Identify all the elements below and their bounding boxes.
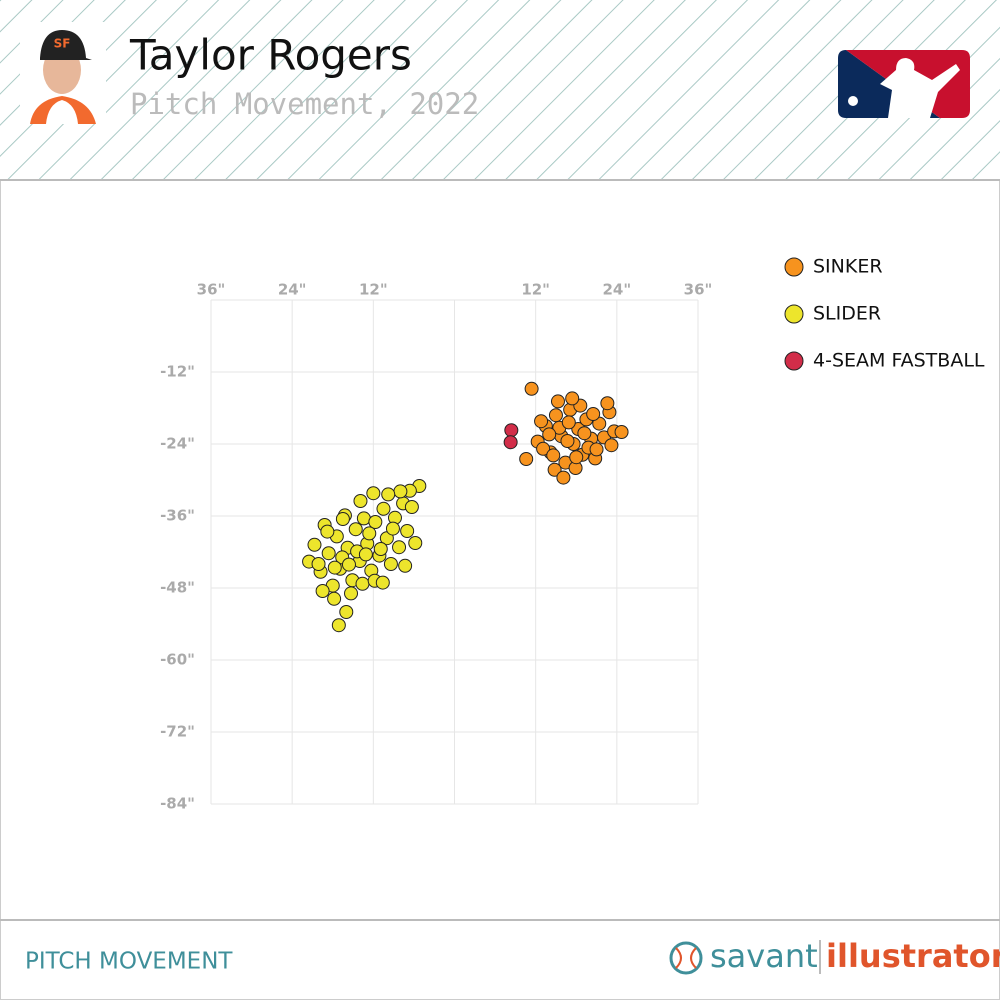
y-tick-label: -84" bbox=[160, 795, 195, 813]
point bbox=[569, 450, 584, 465]
point bbox=[375, 575, 390, 590]
legend-swatch bbox=[784, 304, 804, 324]
point bbox=[546, 448, 561, 463]
y-tick-label: -12" bbox=[160, 363, 195, 381]
point bbox=[307, 537, 322, 552]
legend-label: SLIDER bbox=[813, 303, 881, 325]
point bbox=[556, 470, 571, 485]
x-tick-label: 12" bbox=[521, 281, 550, 299]
x-tick-label: 24" bbox=[278, 281, 307, 299]
subtitle: Pitch Movement, 2022 bbox=[130, 87, 479, 121]
point bbox=[503, 435, 518, 450]
point bbox=[393, 484, 408, 499]
point bbox=[519, 452, 534, 466]
x-tick-label: 36" bbox=[684, 281, 713, 299]
plot: 36" 24" 12" 12" 24" 36" -12" -24" -36" -48" -60" -7… bbox=[160, 256, 985, 813]
y-tick-label: -24" bbox=[160, 435, 195, 453]
point bbox=[356, 511, 371, 526]
point bbox=[398, 558, 413, 573]
point bbox=[366, 486, 381, 501]
point bbox=[577, 426, 592, 441]
point bbox=[524, 381, 539, 396]
point bbox=[614, 425, 629, 439]
footer-label: PITCH MOVEMENT bbox=[25, 949, 233, 975]
point bbox=[383, 557, 398, 571]
player-photo: SF bbox=[20, 22, 106, 124]
point bbox=[368, 515, 383, 529]
y-tick-label: -60" bbox=[160, 651, 195, 669]
y-tick-label: -48" bbox=[160, 579, 195, 597]
point bbox=[408, 536, 423, 550]
point bbox=[344, 586, 359, 601]
league-logo bbox=[838, 50, 970, 118]
point bbox=[547, 462, 562, 477]
point bbox=[542, 427, 557, 442]
legend-swatch bbox=[784, 351, 804, 371]
point bbox=[311, 557, 326, 571]
point bbox=[586, 407, 601, 421]
point bbox=[534, 414, 549, 429]
point bbox=[381, 487, 396, 502]
point bbox=[536, 441, 551, 456]
brand-savant: savant bbox=[710, 937, 818, 975]
point bbox=[600, 396, 615, 411]
point bbox=[504, 423, 519, 438]
point bbox=[341, 557, 356, 572]
header-bg bbox=[0, 0, 1000, 180]
point bbox=[400, 524, 415, 538]
point bbox=[362, 526, 377, 541]
point bbox=[548, 408, 563, 423]
y-tick-label: -36" bbox=[160, 507, 195, 525]
point bbox=[561, 415, 576, 430]
legend-label: 4-SEAM FASTBALL bbox=[813, 350, 985, 372]
x-tick-label: 36" bbox=[197, 281, 226, 299]
point bbox=[392, 540, 407, 555]
legend-label: SINKER bbox=[813, 256, 883, 278]
point bbox=[321, 546, 336, 561]
svg-text:SF: SF bbox=[54, 37, 71, 51]
brand-illustrator: illustrator bbox=[826, 937, 1000, 975]
point bbox=[315, 584, 330, 598]
point bbox=[339, 605, 354, 619]
point bbox=[373, 542, 388, 556]
y-tick-label: -72" bbox=[160, 723, 195, 741]
point bbox=[353, 494, 368, 508]
brand-logo bbox=[669, 941, 703, 975]
point bbox=[320, 524, 335, 539]
point bbox=[565, 391, 580, 406]
point bbox=[327, 591, 342, 606]
x-tick-label: 12" bbox=[359, 281, 388, 299]
point bbox=[560, 434, 575, 448]
point bbox=[404, 500, 419, 514]
title: Taylor Rogers bbox=[129, 31, 412, 80]
point bbox=[376, 501, 391, 516]
point bbox=[589, 442, 604, 457]
legend-swatch bbox=[784, 257, 804, 277]
x-tick-label: 24" bbox=[602, 281, 631, 299]
point bbox=[385, 521, 400, 536]
point bbox=[327, 560, 342, 575]
point bbox=[331, 618, 346, 633]
point bbox=[348, 522, 363, 537]
point bbox=[604, 438, 619, 453]
point bbox=[358, 547, 373, 562]
point bbox=[355, 576, 370, 591]
point bbox=[335, 512, 350, 526]
point bbox=[550, 394, 565, 409]
